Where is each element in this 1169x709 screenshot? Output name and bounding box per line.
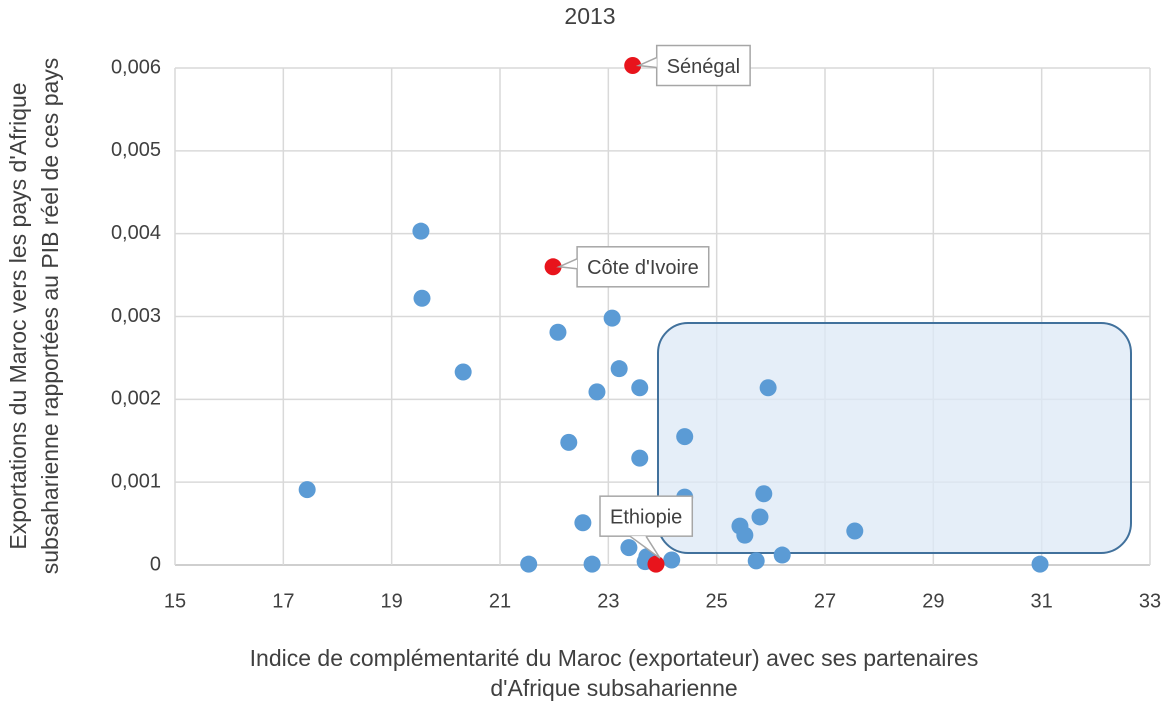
data-point: [846, 522, 864, 540]
x-tick-label: 21: [489, 590, 511, 612]
data-point: [413, 289, 431, 307]
data-point: [610, 360, 628, 378]
callout-pointer: [635, 56, 658, 69]
data-point: [631, 449, 649, 467]
callout-pointer: [629, 535, 661, 559]
data-point: [647, 555, 665, 573]
point-label: Sénégal: [667, 56, 740, 78]
x-axis-label: Indice de complémentarité du Maroc (expo…: [250, 645, 979, 671]
callout: Ethiopie: [599, 495, 694, 559]
data-point: [520, 555, 538, 573]
x-tick-label: 19: [381, 590, 403, 612]
y-tick-label: 0,002: [111, 388, 161, 410]
data-point: [298, 481, 316, 499]
callout: Sénégal: [635, 44, 751, 87]
x-tick-label: 27: [814, 590, 836, 612]
data-point: [549, 323, 567, 341]
y-axis-label: subsaharienne rapportées au PIB réel de …: [37, 58, 63, 575]
y-tick-label: 0,003: [111, 305, 161, 327]
data-point: [412, 222, 430, 240]
data-point: [624, 57, 642, 75]
data-point: [747, 552, 765, 570]
data-point: [773, 546, 791, 564]
data-point: [588, 383, 606, 401]
y-tick-label: 0,005: [111, 139, 161, 161]
data-point: [454, 363, 472, 381]
data-point: [583, 555, 601, 573]
callout-box: [599, 495, 694, 537]
callout-pointer: [556, 258, 578, 270]
y-axis-label: Exportations du Maroc vers les pays d'Af…: [5, 82, 31, 549]
data-point: [544, 258, 562, 276]
y-tick-label: 0: [150, 553, 161, 575]
data-point: [676, 428, 694, 446]
y-tick-label: 0,006: [111, 56, 161, 78]
highlight-region: [657, 322, 1132, 554]
data-point: [631, 379, 649, 397]
x-tick-label: 31: [1031, 590, 1053, 612]
point-label: Ethiopie: [610, 506, 682, 528]
data-point: [663, 551, 681, 569]
callout-box: [655, 44, 751, 87]
data-point: [759, 379, 777, 397]
data-point: [755, 485, 773, 503]
x-tick-label: 29: [922, 590, 944, 612]
data-point: [1031, 555, 1049, 573]
x-tick-label: 33: [1139, 590, 1161, 612]
callout-box: [576, 246, 710, 288]
data-point: [736, 526, 754, 544]
x-tick-label: 25: [706, 590, 728, 612]
callout: Côte d'Ivoire: [556, 246, 710, 288]
data-point: [620, 539, 638, 557]
data-point: [560, 433, 578, 451]
x-tick-label: 23: [597, 590, 619, 612]
point-label: Côte d'Ivoire: [587, 257, 699, 279]
y-tick-label: 0,004: [111, 222, 161, 244]
data-point: [751, 508, 769, 526]
x-axis-label: d'Afrique subsaharienne: [490, 675, 737, 701]
data-point: [574, 514, 592, 532]
x-tick-label: 15: [164, 590, 186, 612]
y-tick-label: 0,001: [111, 470, 161, 492]
x-tick-label: 17: [272, 590, 294, 612]
data-point: [603, 309, 621, 327]
chart-title: 2013: [564, 3, 615, 29]
